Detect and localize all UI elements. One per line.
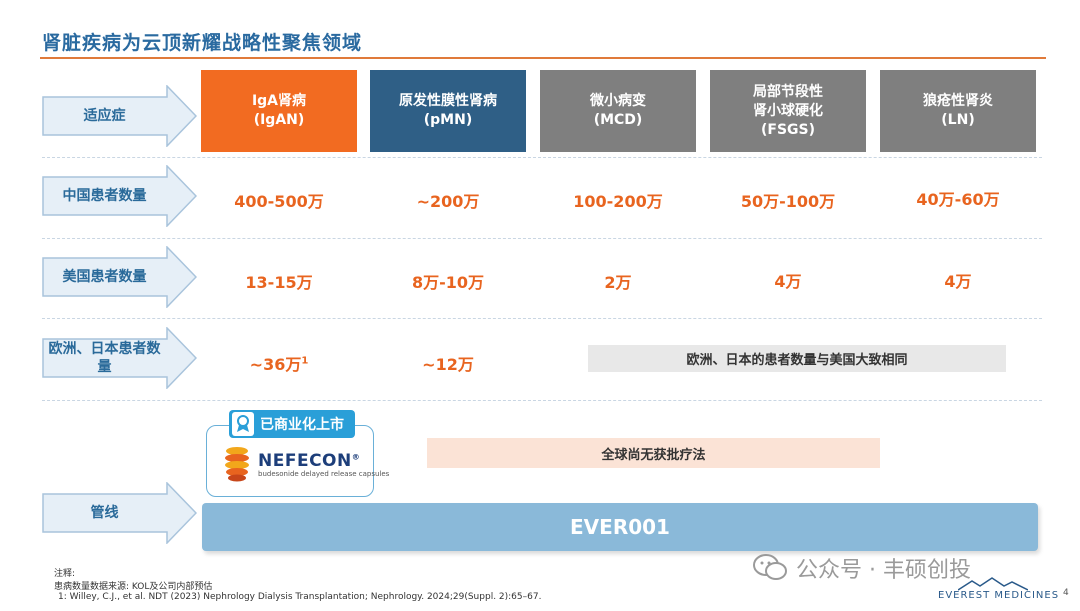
- watermark: 公众号 · 丰硕创投: [752, 552, 971, 584]
- us-value-igan: 13-15万: [245, 273, 313, 292]
- china-value-mcd: 100-200万: [573, 192, 663, 211]
- row-separator: [42, 157, 1042, 158]
- watermark-text: 公众号 · 丰硕创投: [796, 558, 971, 583]
- col-header-mcd: 微小病变 (MCD): [540, 70, 696, 152]
- col-header-line: (FSGS): [760, 121, 816, 138]
- arrow-shape-icon: [42, 327, 197, 389]
- col-header-line: (MCD): [593, 112, 643, 128]
- row-label-china: 中国患者数量: [62, 188, 147, 204]
- row-label-us: 美国患者数量: [62, 269, 147, 285]
- brand-name: EVEREST MEDICINES: [938, 590, 1060, 601]
- us-value-fsgs: 4万: [774, 272, 802, 291]
- arrow-shape-icon: [42, 482, 197, 544]
- row-header-pipeline: 管线: [42, 482, 197, 544]
- wechat-icon: [753, 554, 787, 580]
- nefecon-wordmark: NEFECON®: [258, 451, 360, 471]
- notes-source: 患病数量数据来源: KOL及公司内部预估: [54, 582, 213, 592]
- eu-jp-value-pmn: ~12万: [422, 355, 474, 374]
- col-header-line: (pMN): [423, 112, 473, 128]
- nefecon-subtitle: budesonide delayed release capsules: [258, 470, 390, 478]
- registered-mark: ®: [351, 452, 361, 462]
- row-separator: [42, 318, 1042, 319]
- page-title: 肾脏疾病为云顶新耀战略性聚焦领域: [42, 32, 363, 54]
- col-header-ln: 狼疮性肾炎 (LN): [880, 70, 1036, 152]
- row-separator: [42, 238, 1042, 239]
- col-header-line: 局部节段性: [753, 83, 823, 100]
- mountain-logo-icon: [957, 576, 1029, 595]
- col-header-line: IgA肾病: [251, 93, 307, 109]
- us-value-pmn: 8万-10万: [411, 273, 485, 292]
- row-label-eu-jp: 欧洲、日本患者数量: [48, 341, 161, 375]
- arrow-shape-icon: [42, 246, 197, 308]
- notes-label: 注释:: [54, 569, 76, 579]
- col-header-line: 原发性膜性肾病: [399, 93, 497, 109]
- col-header-line: 狼疮性肾炎: [923, 93, 993, 109]
- china-value-igan: 400-500万: [234, 192, 324, 211]
- china-value-fsgs: 50万-100万: [740, 192, 836, 211]
- us-value-mcd: 2万: [604, 273, 632, 292]
- china-value-ln: 40万-60万: [916, 190, 1000, 209]
- col-header-fsgs: 局部节段性 肾小球硬化 (FSGS): [710, 70, 866, 152]
- row-header-us: 美国患者数量: [42, 246, 197, 308]
- row-label-pipeline: 管线: [90, 505, 119, 521]
- nefecon-name: NEFECON: [258, 451, 352, 471]
- china-value-pmn: ~200万: [416, 192, 480, 211]
- col-header-pmn: 原发性膜性肾病 (pMN): [370, 70, 526, 152]
- award-ribbon-icon: [232, 412, 254, 436]
- us-value-ln: 4万: [944, 272, 972, 291]
- row-header-indication: 适应症: [42, 85, 197, 147]
- row-separator: [42, 400, 1042, 401]
- ever001-pipeline-bar: EVER001: [202, 503, 1038, 551]
- notes-reference: 1: Willey, C.J., et al. NDT (2023) Nephr…: [58, 592, 542, 602]
- col-header-line: (IgAN): [253, 112, 305, 128]
- col-header-line: (LN): [941, 112, 975, 128]
- commercialized-badge-text: 已商业化上市: [260, 417, 344, 433]
- no-approved-therapy-note: 全球尚无获批疗法: [427, 438, 880, 468]
- title-underline: [40, 57, 1046, 59]
- nefecon-capsule-icon: [222, 445, 252, 487]
- commercialized-badge: 已商业化上市: [229, 410, 355, 438]
- row-header-eu-jp: 欧洲、日本患者数量: [42, 327, 197, 389]
- page-number: 4: [1063, 588, 1069, 598]
- row-header-china: 中国患者数量: [42, 165, 197, 227]
- col-header-line: 微小病变: [590, 93, 646, 109]
- row-label-indication: 适应症: [83, 108, 126, 124]
- arrow-shape-icon: [42, 165, 197, 227]
- footnote-marker: 1: [301, 355, 309, 367]
- eu-jp-value-igan-text: ~36万: [249, 355, 302, 374]
- col-header-line: 肾小球硬化: [753, 102, 823, 119]
- eu-jp-value-igan: ~36万1: [201, 351, 357, 375]
- arrow-shape-icon: [42, 85, 197, 147]
- eu-jp-others-note: 欧洲、日本的患者数量与美国大致相同: [588, 345, 1006, 372]
- col-header-igan: IgA肾病 (IgAN): [201, 70, 357, 152]
